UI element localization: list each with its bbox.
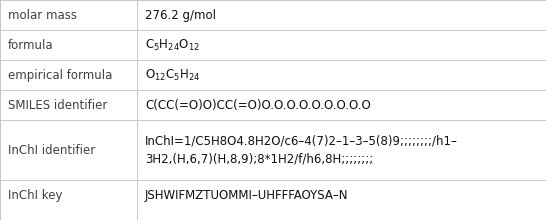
Text: empirical formula: empirical formula [8,68,112,81]
Text: InChI identifier: InChI identifier [8,143,95,156]
Text: JSHWIFMZTUOMMI–UHFFFAOYSA–N: JSHWIFMZTUOMMI–UHFFFAOYSA–N [145,189,348,202]
Text: C$_5$H$_{24}$O$_{12}$: C$_5$H$_{24}$O$_{12}$ [145,37,200,53]
Text: O$_{12}$C$_5$H$_{24}$: O$_{12}$C$_5$H$_{24}$ [145,68,200,82]
Text: 276.2 g/mol: 276.2 g/mol [145,9,216,22]
Text: InChI key: InChI key [8,189,62,202]
Text: molar mass: molar mass [8,9,77,22]
Text: SMILES identifier: SMILES identifier [8,99,108,112]
Text: C(CC(=O)O)CC(=O)O.O.O.O.O.O.O.O.O: C(CC(=O)O)CC(=O)O.O.O.O.O.O.O.O.O [145,99,371,112]
Text: formula: formula [8,38,54,51]
Text: InChI=1/C5H8O4.8H2O/c6–4(7)2–1–3–5(8)9;;;;;;;;/h1–
3H2,(H,6,7)(H,8,9);8*1H2/f/h6: InChI=1/C5H8O4.8H2O/c6–4(7)2–1–3–5(8)9;;… [145,135,458,165]
